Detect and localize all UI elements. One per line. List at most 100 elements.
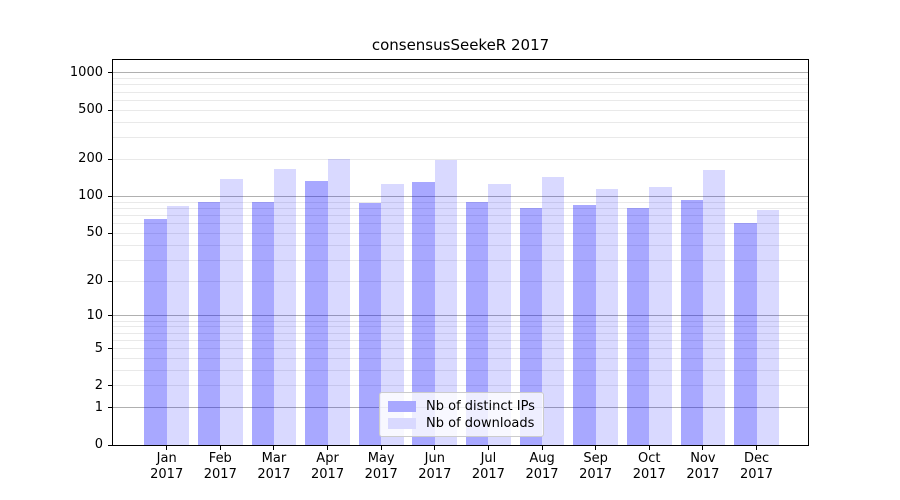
x-tick-label-jun: Jun 2017 bbox=[418, 451, 452, 482]
x-tick-label-feb: Feb 2017 bbox=[203, 451, 237, 482]
x-tick-mark bbox=[648, 446, 650, 450]
y-tick-mark bbox=[108, 158, 112, 160]
bar-distinct-ips-feb bbox=[197, 202, 221, 445]
gridline-minor bbox=[113, 339, 808, 341]
y-tick-mark bbox=[108, 315, 112, 317]
gridline-minor bbox=[113, 137, 808, 139]
y-tick-label-2: 2 bbox=[94, 377, 103, 393]
bar-distinct-ips-nov bbox=[680, 200, 703, 445]
y-tick-mark bbox=[108, 348, 112, 349]
bar-downloads-oct bbox=[649, 187, 672, 445]
bar-downloads-jul bbox=[488, 183, 511, 445]
gridline-minor bbox=[113, 348, 808, 349]
y-tick-mark bbox=[108, 385, 112, 387]
gridline-minor bbox=[113, 259, 808, 261]
x-tick-label-mar: Mar 2017 bbox=[257, 451, 291, 482]
x-tick-mark bbox=[702, 446, 704, 450]
legend-row-distinct-ips: Nb of distinct IPs bbox=[388, 398, 535, 415]
gridline-minor bbox=[113, 332, 808, 334]
bar-distinct-ips-jan bbox=[144, 219, 167, 445]
y-tick-mark bbox=[108, 195, 112, 197]
y-tick-label-1000: 1000 bbox=[69, 64, 103, 80]
bar-distinct-ips-mar bbox=[251, 202, 274, 445]
gridline-minor bbox=[113, 109, 808, 111]
bar-distinct-ips-oct bbox=[626, 207, 650, 445]
gridline-minor bbox=[113, 91, 808, 93]
x-tick-label-aug: Aug 2017 bbox=[525, 451, 559, 482]
bar-downloads-dec bbox=[756, 210, 779, 445]
x-tick-mark bbox=[756, 446, 758, 450]
gridline-minor bbox=[113, 280, 808, 282]
y-tick-mark bbox=[108, 280, 112, 282]
y-tick-label-200: 200 bbox=[78, 151, 103, 167]
x-tick-label-jul: Jul 2017 bbox=[471, 451, 505, 482]
legend: Nb of distinct IPs Nb of downloads bbox=[379, 392, 544, 437]
gridline-minor bbox=[113, 223, 808, 225]
bar-distinct-ips-jul bbox=[466, 202, 489, 445]
x-tick-label-apr: Apr 2017 bbox=[311, 451, 345, 482]
legend-swatch-distinct-ips bbox=[388, 401, 416, 412]
plot-area bbox=[112, 59, 809, 446]
legend-label-downloads: Nb of downloads bbox=[426, 416, 535, 431]
gridline-major bbox=[113, 195, 808, 197]
x-tick-label-jan: Jan 2017 bbox=[150, 451, 184, 482]
bar-distinct-ips-dec bbox=[734, 222, 757, 445]
bar-downloads-jun bbox=[434, 159, 458, 445]
x-tick-mark bbox=[219, 446, 221, 450]
bar-distinct-ips-may bbox=[358, 202, 382, 445]
y-tick-label-10: 10 bbox=[86, 307, 103, 323]
bar-distinct-ips-sep bbox=[573, 205, 596, 445]
gridline-minor bbox=[113, 158, 808, 160]
gridline-minor bbox=[113, 121, 808, 123]
gridline-minor bbox=[113, 201, 808, 203]
x-tick-mark bbox=[166, 446, 168, 450]
x-tick-label-sep: Sep 2017 bbox=[579, 451, 613, 482]
x-tick-label-dec: Dec 2017 bbox=[739, 451, 774, 482]
y-tick-mark bbox=[108, 444, 112, 446]
y-tick-mark bbox=[108, 109, 112, 111]
gridline-minor bbox=[113, 84, 808, 86]
x-tick-mark bbox=[327, 446, 329, 450]
bar-downloads-sep bbox=[595, 189, 619, 445]
x-tick-mark bbox=[595, 446, 597, 450]
x-tick-mark bbox=[434, 446, 436, 450]
gridline-minor bbox=[113, 207, 808, 209]
x-tick-label-may: May 2017 bbox=[364, 451, 398, 482]
gridline-minor bbox=[113, 214, 808, 216]
bar-downloads-nov bbox=[702, 170, 726, 445]
bar-downloads-feb bbox=[220, 179, 243, 445]
gridline-minor bbox=[113, 244, 808, 246]
x-tick-mark bbox=[487, 446, 489, 450]
bar-downloads-jan bbox=[166, 205, 190, 445]
x-tick-label-oct: Oct 2017 bbox=[632, 451, 666, 482]
gridline-major bbox=[113, 72, 808, 74]
gridline-minor bbox=[113, 78, 808, 80]
y-tick-mark bbox=[108, 407, 112, 409]
chart-title: consensusSeekeR 2017 bbox=[371, 36, 550, 54]
x-tick-mark bbox=[541, 446, 543, 450]
y-tick-label-50: 50 bbox=[86, 225, 103, 241]
gridline-minor bbox=[113, 232, 808, 234]
gridline-minor bbox=[113, 369, 808, 371]
gridline-major bbox=[113, 315, 808, 317]
y-tick-label-0: 0 bbox=[94, 437, 103, 452]
x-tick-label-nov: Nov 2017 bbox=[686, 451, 720, 482]
legend-row-downloads: Nb of downloads bbox=[388, 415, 535, 432]
y-tick-label-100: 100 bbox=[78, 188, 103, 204]
y-tick-label-1: 1 bbox=[94, 399, 103, 415]
legend-swatch-downloads bbox=[388, 418, 416, 429]
gridline-minor bbox=[113, 320, 808, 322]
y-tick-mark bbox=[108, 72, 112, 74]
gridline-minor bbox=[113, 357, 808, 359]
gridline-minor bbox=[113, 99, 808, 101]
gridline-minor bbox=[113, 326, 808, 328]
y-tick-label-20: 20 bbox=[86, 273, 103, 289]
x-tick-mark bbox=[380, 446, 382, 450]
gridline-minor bbox=[113, 385, 808, 387]
y-tick-label-500: 500 bbox=[78, 102, 103, 118]
bar-distinct-ips-jun bbox=[412, 182, 435, 445]
y-tick-label-5: 5 bbox=[94, 340, 103, 356]
legend-label-distinct-ips: Nb of distinct IPs bbox=[426, 399, 535, 414]
bar-distinct-ips-apr bbox=[305, 181, 328, 445]
